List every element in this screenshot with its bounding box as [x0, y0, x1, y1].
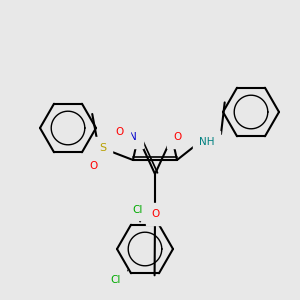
- Text: S: S: [99, 143, 106, 153]
- Text: O: O: [152, 209, 160, 219]
- Text: Cl: Cl: [132, 205, 143, 215]
- Text: NH: NH: [199, 137, 214, 147]
- Text: O: O: [116, 127, 124, 137]
- Text: O: O: [90, 161, 98, 171]
- Text: N: N: [129, 132, 137, 142]
- Text: Cl: Cl: [110, 275, 121, 285]
- Text: O: O: [173, 132, 181, 142]
